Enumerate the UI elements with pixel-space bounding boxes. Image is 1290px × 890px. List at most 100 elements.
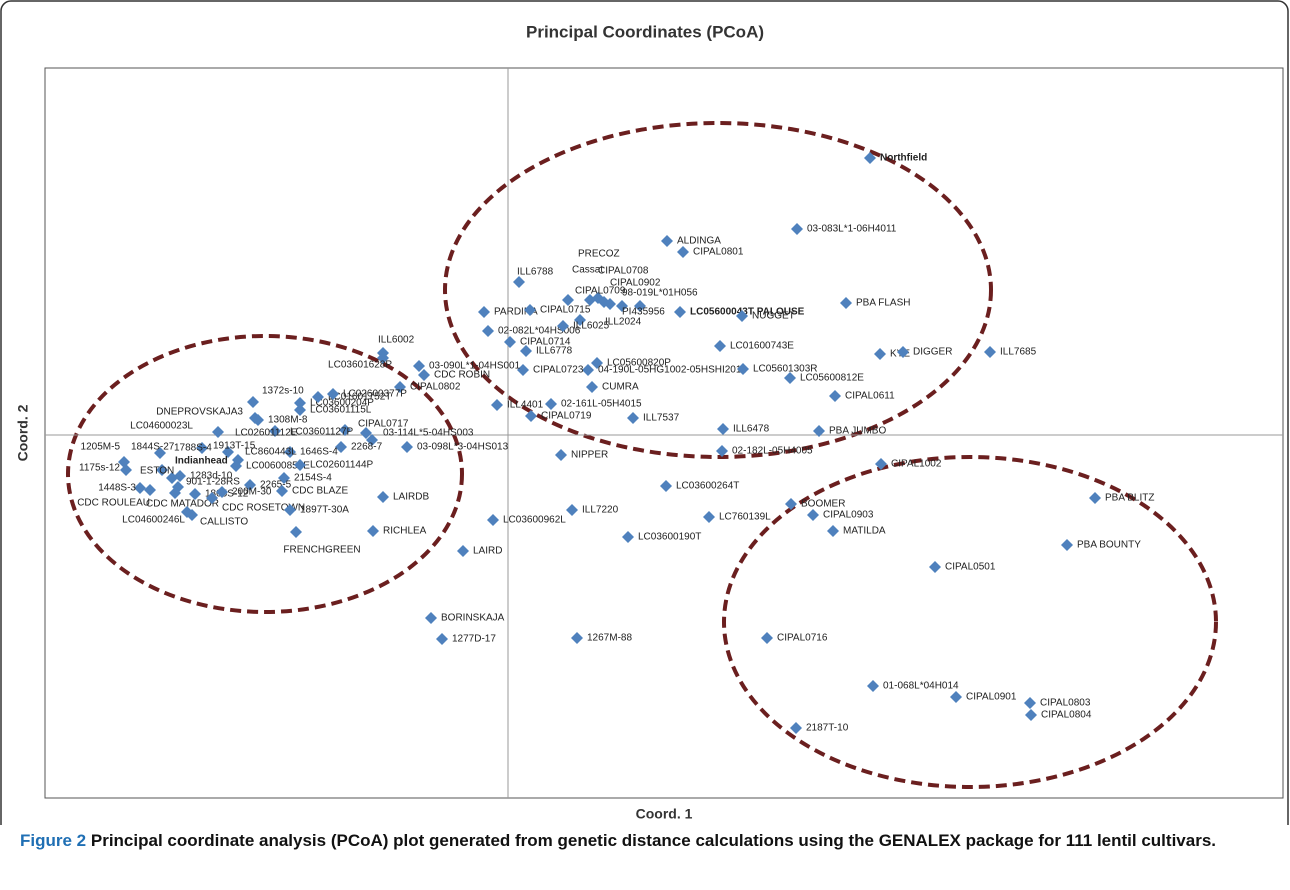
point-label: 200M-30	[232, 487, 272, 498]
point-label: 1283d-10	[190, 471, 233, 482]
point	[312, 391, 324, 403]
point	[457, 545, 469, 557]
point	[284, 446, 296, 458]
point-label: 901-1-28RS	[186, 477, 240, 488]
point	[367, 525, 379, 537]
point	[491, 399, 503, 411]
point	[222, 446, 234, 458]
point-label: CDC ROBIN	[434, 370, 490, 381]
point-label: ILL6002	[378, 335, 415, 346]
caption-label: Figure 2	[20, 831, 87, 850]
point	[566, 504, 578, 516]
point	[339, 424, 351, 436]
point-label: Indianhead	[175, 456, 228, 467]
point-label: CIPAL0803	[1040, 698, 1091, 709]
y-axis-label: Coord. 2	[15, 404, 31, 461]
point	[294, 459, 306, 471]
point	[897, 346, 909, 358]
point	[186, 509, 198, 521]
cluster-ellipse	[722, 455, 1218, 789]
point	[425, 612, 437, 624]
point-label: PARDINA	[494, 307, 538, 318]
point	[716, 445, 728, 457]
point-label: CIPAL0709	[575, 286, 626, 297]
point-label: LC02601144P	[310, 460, 374, 471]
point	[674, 306, 686, 318]
point	[574, 314, 586, 326]
point-label: 98-019L*01H056	[622, 288, 698, 299]
point	[622, 531, 634, 543]
point-label: LAIRDB	[393, 492, 429, 503]
point	[394, 381, 406, 393]
point	[174, 470, 186, 482]
point	[984, 346, 996, 358]
point-label: 04-190L-05HG1002-05HSHI2011	[598, 365, 747, 376]
point	[677, 246, 689, 258]
point	[269, 425, 281, 437]
point	[737, 363, 749, 375]
point-label: LC05601303R	[753, 364, 818, 375]
chart: Principal Coordinates (PCoA) Coord. 1 Co…	[0, 0, 1289, 825]
point	[360, 427, 372, 439]
point-label: LC760139L	[719, 512, 771, 523]
point-label: PBA BLITZ	[1105, 493, 1154, 504]
point-label: CIPAL0903	[823, 510, 874, 521]
point-label: 1913T-15	[213, 441, 256, 452]
point-label: ILL7537	[643, 413, 680, 424]
point-label: NUGGET	[752, 311, 795, 322]
point-label: 1448S-3	[98, 483, 136, 494]
point	[294, 404, 306, 416]
point-label: 1205M-5	[81, 442, 121, 453]
point	[840, 297, 852, 309]
point-label: 1805S-12	[205, 489, 249, 500]
point-label: CUMRA	[602, 382, 639, 393]
point	[335, 441, 347, 453]
point	[169, 487, 181, 499]
point	[1025, 709, 1037, 721]
point	[829, 390, 841, 402]
point	[616, 300, 628, 312]
point-label: ILL6478	[733, 424, 770, 435]
point	[791, 223, 803, 235]
point	[418, 369, 430, 381]
point-label: MATILDA	[843, 526, 886, 537]
point	[513, 276, 525, 288]
point-label: ILL6025	[573, 321, 610, 332]
point-label: CALLISTO	[200, 517, 248, 528]
point-label: BOOMER	[801, 499, 845, 510]
point	[864, 152, 876, 164]
point	[761, 632, 773, 644]
point-label: ESTON	[140, 466, 174, 477]
point-label: CDC BLAZE	[292, 486, 348, 497]
point-label: 1646S-4	[300, 447, 338, 458]
point-label: LC03600962L	[503, 515, 566, 526]
point	[784, 372, 796, 384]
point-label: LC03601127P	[290, 427, 354, 438]
point-label: 2187T-10	[806, 723, 849, 734]
point	[212, 426, 224, 438]
point	[874, 348, 886, 360]
point-label: 1175s-12	[79, 463, 120, 474]
point-label: PBA JUMBO	[829, 426, 886, 437]
point	[807, 509, 819, 521]
point-label: CIPAL0804	[1041, 710, 1092, 721]
point	[584, 294, 596, 306]
point-label: ALDINGA	[677, 236, 721, 247]
point-label: CDC ROSETOWN	[222, 503, 305, 514]
point	[591, 357, 603, 369]
point-label: CIPAL0714	[520, 337, 571, 348]
point	[290, 526, 302, 538]
point-label: CIPAL0501	[945, 562, 996, 573]
point-label: ILL7220	[582, 505, 619, 516]
point	[216, 486, 228, 498]
point-label: NIPPER	[571, 450, 608, 461]
point	[790, 722, 802, 734]
point	[377, 352, 389, 364]
point	[875, 458, 887, 470]
point-label: 1788S-4	[174, 443, 212, 454]
point	[813, 425, 825, 437]
point	[950, 691, 962, 703]
point-label: 03-098L*3-04HS013	[417, 442, 509, 453]
point	[487, 514, 499, 526]
point-label: LC05600043T PALOUSE	[690, 307, 805, 318]
